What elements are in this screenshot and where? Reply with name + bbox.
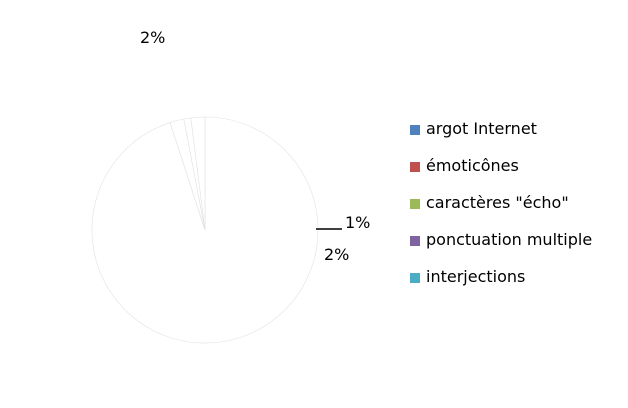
legend-label-argot-internet: argot Internet [426, 119, 537, 138]
legend-swatch-argot-internet [410, 125, 420, 135]
data-label-interjections: 2% [324, 245, 349, 264]
legend-item-caracteres-echo: caractères "écho" [410, 191, 620, 228]
pie-slice-argot-internet [91, 116, 319, 344]
legend-label-interjections: interjections [426, 267, 526, 286]
pie-slices [91, 116, 319, 344]
chart-legend: argot Internet émoticônes caractères "éc… [410, 117, 620, 302]
legend-item-interjections: interjections [410, 265, 620, 302]
data-label-emoticones: 2% [140, 28, 165, 47]
legend-item-ponctuation-multiple: ponctuation multiple [410, 228, 620, 265]
slice-labels: 2% 1% 2% [140, 28, 370, 264]
legend-swatch-ponctuation-multiple [410, 236, 420, 246]
legend-swatch-emoticones [410, 162, 420, 172]
legend-swatch-interjections [410, 273, 420, 283]
legend-label-emoticones: émoticônes [426, 156, 519, 175]
legend-label-ponctuation-multiple: ponctuation multiple [426, 230, 593, 249]
legend-swatch-caracteres-echo [410, 199, 420, 209]
legend-label-caracteres-echo: caractères "écho" [426, 193, 569, 212]
legend-item-argot-internet: argot Internet [410, 117, 620, 154]
data-label-caracteres-echo: 1% [345, 213, 370, 232]
pie-slice-interjections [190, 116, 206, 231]
legend-item-emoticones: émoticônes [410, 154, 620, 191]
